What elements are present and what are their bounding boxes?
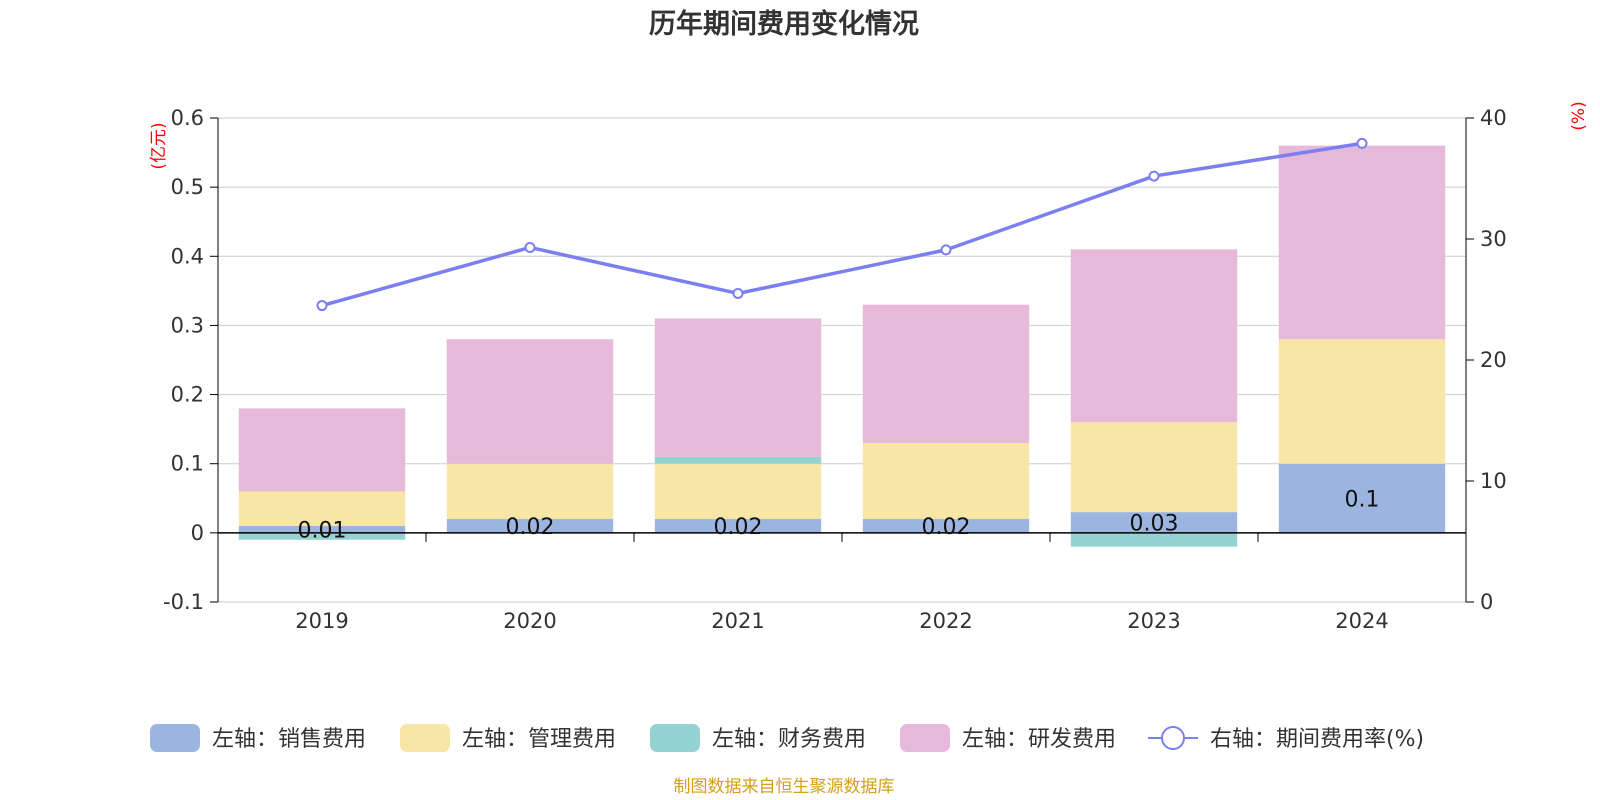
legend-item[interactable]: 左轴：财务费用 bbox=[650, 724, 866, 752]
grid-lines bbox=[218, 117, 1466, 603]
bar-value-label: 0.02 bbox=[922, 515, 971, 540]
bar-segment bbox=[654, 318, 822, 457]
bar-segment bbox=[446, 463, 614, 520]
right-tick-label: 40 bbox=[1480, 106, 1507, 130]
left-tick-label: 0.4 bbox=[171, 244, 204, 268]
x-tick-label: 2020 bbox=[503, 609, 556, 633]
left-tick-label: 0.6 bbox=[171, 106, 204, 130]
legend-item[interactable]: 右轴：期间费用率(%) bbox=[1148, 726, 1424, 752]
legend[interactable]: 左轴：销售费用 左轴：管理费用 左轴：财务费用 左轴：研发费用 右轴：期间费用率(%) bbox=[150, 724, 1424, 752]
x-tick-label: 2019 bbox=[295, 609, 348, 633]
right-tick-label: 30 bbox=[1480, 227, 1507, 251]
bar-segment bbox=[446, 339, 614, 464]
bar-value-label: 0.1 bbox=[1345, 487, 1380, 512]
left-axis-unit: (亿元) bbox=[149, 122, 169, 169]
bar-value-label: 0.03 bbox=[1130, 511, 1179, 536]
left-tick-label: 0.1 bbox=[171, 452, 204, 476]
legend-item[interactable]: 左轴：研发费用 bbox=[900, 724, 1116, 752]
right-tick-label: 0 bbox=[1480, 590, 1493, 614]
legend-label: 右轴：期间费用率(%) bbox=[1210, 727, 1424, 752]
bar-segment bbox=[1070, 532, 1238, 547]
legend-label: 左轴：管理费用 bbox=[462, 727, 616, 752]
bar-segment bbox=[1278, 463, 1446, 533]
bar-segment bbox=[654, 519, 822, 533]
x-tick-label: 2021 bbox=[711, 609, 764, 633]
left-tick-label: 0.3 bbox=[171, 313, 204, 337]
rate-line bbox=[316, 137, 1368, 312]
bar-segment bbox=[654, 463, 822, 520]
bar-segment bbox=[862, 442, 1030, 520]
bar-value-label: 0.02 bbox=[506, 515, 555, 540]
bar-segment bbox=[238, 525, 406, 533]
bar-segment bbox=[1070, 422, 1238, 513]
bar-segment bbox=[1070, 249, 1238, 423]
right-axis-unit: (%) bbox=[1569, 101, 1589, 130]
legend-swatch bbox=[400, 724, 450, 752]
rate-point bbox=[732, 287, 744, 299]
source-note: 制图数据来自恒生聚源数据库 bbox=[674, 777, 895, 797]
chart-title: 历年期间费用变化情况 bbox=[649, 8, 919, 40]
bar-segment bbox=[862, 304, 1030, 443]
legend-swatch-marker bbox=[1161, 726, 1185, 750]
rate-point bbox=[1356, 137, 1368, 149]
legend-label: 左轴：研发费用 bbox=[962, 727, 1116, 752]
x-tick-label: 2022 bbox=[919, 609, 972, 633]
left-tick-label: 0.2 bbox=[171, 383, 204, 407]
bars bbox=[238, 145, 1446, 547]
bar-value-label: 0.02 bbox=[714, 515, 763, 540]
left-tick-label: 0.5 bbox=[171, 175, 204, 199]
bar-labels: 0.01 0.02 0.02 0.02 0.03 0.1 bbox=[298, 487, 1380, 543]
axes: -0.1 0 0.1 0.2 0.3 0.4 0.5 0.6 0 10 20 30 40 2019 2020… bbox=[163, 106, 1507, 633]
bar-segment bbox=[446, 519, 614, 533]
right-tick-label: 20 bbox=[1480, 348, 1507, 372]
legend-swatch bbox=[650, 724, 700, 752]
bar-segment bbox=[238, 408, 406, 492]
left-tick-label: -0.1 bbox=[163, 590, 204, 614]
right-tick-label: 10 bbox=[1480, 469, 1507, 493]
rate-point bbox=[524, 241, 536, 253]
bar-segment bbox=[1278, 339, 1446, 464]
bar-segment bbox=[1070, 512, 1238, 533]
legend-item[interactable]: 左轴：销售费用 bbox=[150, 724, 366, 752]
left-tick-label: 0 bbox=[191, 521, 204, 545]
x-tick-label: 2024 bbox=[1335, 609, 1388, 633]
bar-segment bbox=[862, 519, 1030, 533]
legend-swatch bbox=[150, 724, 200, 752]
bar-segment bbox=[238, 491, 406, 526]
rate-point bbox=[940, 244, 952, 256]
rate-point bbox=[316, 300, 328, 312]
bar-segment bbox=[654, 456, 822, 464]
legend-label: 左轴：财务费用 bbox=[712, 727, 866, 752]
rate-point bbox=[1148, 170, 1160, 182]
bar-segment bbox=[1278, 145, 1446, 340]
bar-segment bbox=[238, 532, 406, 540]
x-tick-label: 2023 bbox=[1127, 609, 1180, 633]
legend-swatch bbox=[900, 724, 950, 752]
legend-label: 左轴：销售费用 bbox=[212, 727, 366, 752]
rate-line-path bbox=[321, 141, 1363, 308]
bar-value-label: 0.01 bbox=[298, 518, 347, 543]
legend-item[interactable]: 左轴：管理费用 bbox=[400, 724, 616, 752]
